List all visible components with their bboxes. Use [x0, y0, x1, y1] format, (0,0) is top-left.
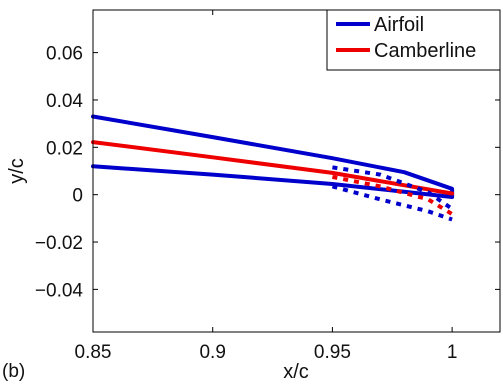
y-tick-label: 0.02 — [46, 138, 83, 159]
series-layer — [91, 114, 455, 222]
x-tick-label: 1 — [447, 342, 458, 363]
x-tick-label: 0.85 — [75, 342, 112, 363]
y-tick-label: −0.02 — [35, 233, 83, 254]
y-axis-label: y/c — [6, 158, 28, 184]
camberline-series-line — [91, 140, 455, 196]
y-axis-ticks: −0.04 −0.02 0 0.02 0.04 0.06 — [35, 44, 500, 301]
plot-frame — [92, 9, 501, 333]
y-tick-label: 0.04 — [46, 91, 83, 112]
x-axis-label: x/c — [283, 361, 309, 383]
camberline-dashed-line — [332, 174, 454, 216]
y-tick-label: −0.04 — [35, 280, 84, 301]
legend-box — [326, 9, 501, 71]
airfoil-dashed-lower-line — [331, 184, 453, 222]
x-axis-ticks: 0.85 0.9 0.95 1 — [75, 10, 458, 363]
y-tick-label: 0.06 — [46, 44, 83, 65]
x-tick-label: 0.9 — [199, 342, 225, 363]
panel-label: (b) — [2, 361, 25, 382]
y-tick-label: 0 — [72, 186, 83, 207]
airfoil-dashed-upper-line — [332, 165, 454, 211]
legend-label-airfoil: Airfoil — [374, 14, 424, 36]
x-tick-label: 0.95 — [314, 342, 351, 363]
legend: Airfoil Camberline — [326, 9, 501, 71]
legend-label-camberline: Camberline — [374, 40, 476, 62]
